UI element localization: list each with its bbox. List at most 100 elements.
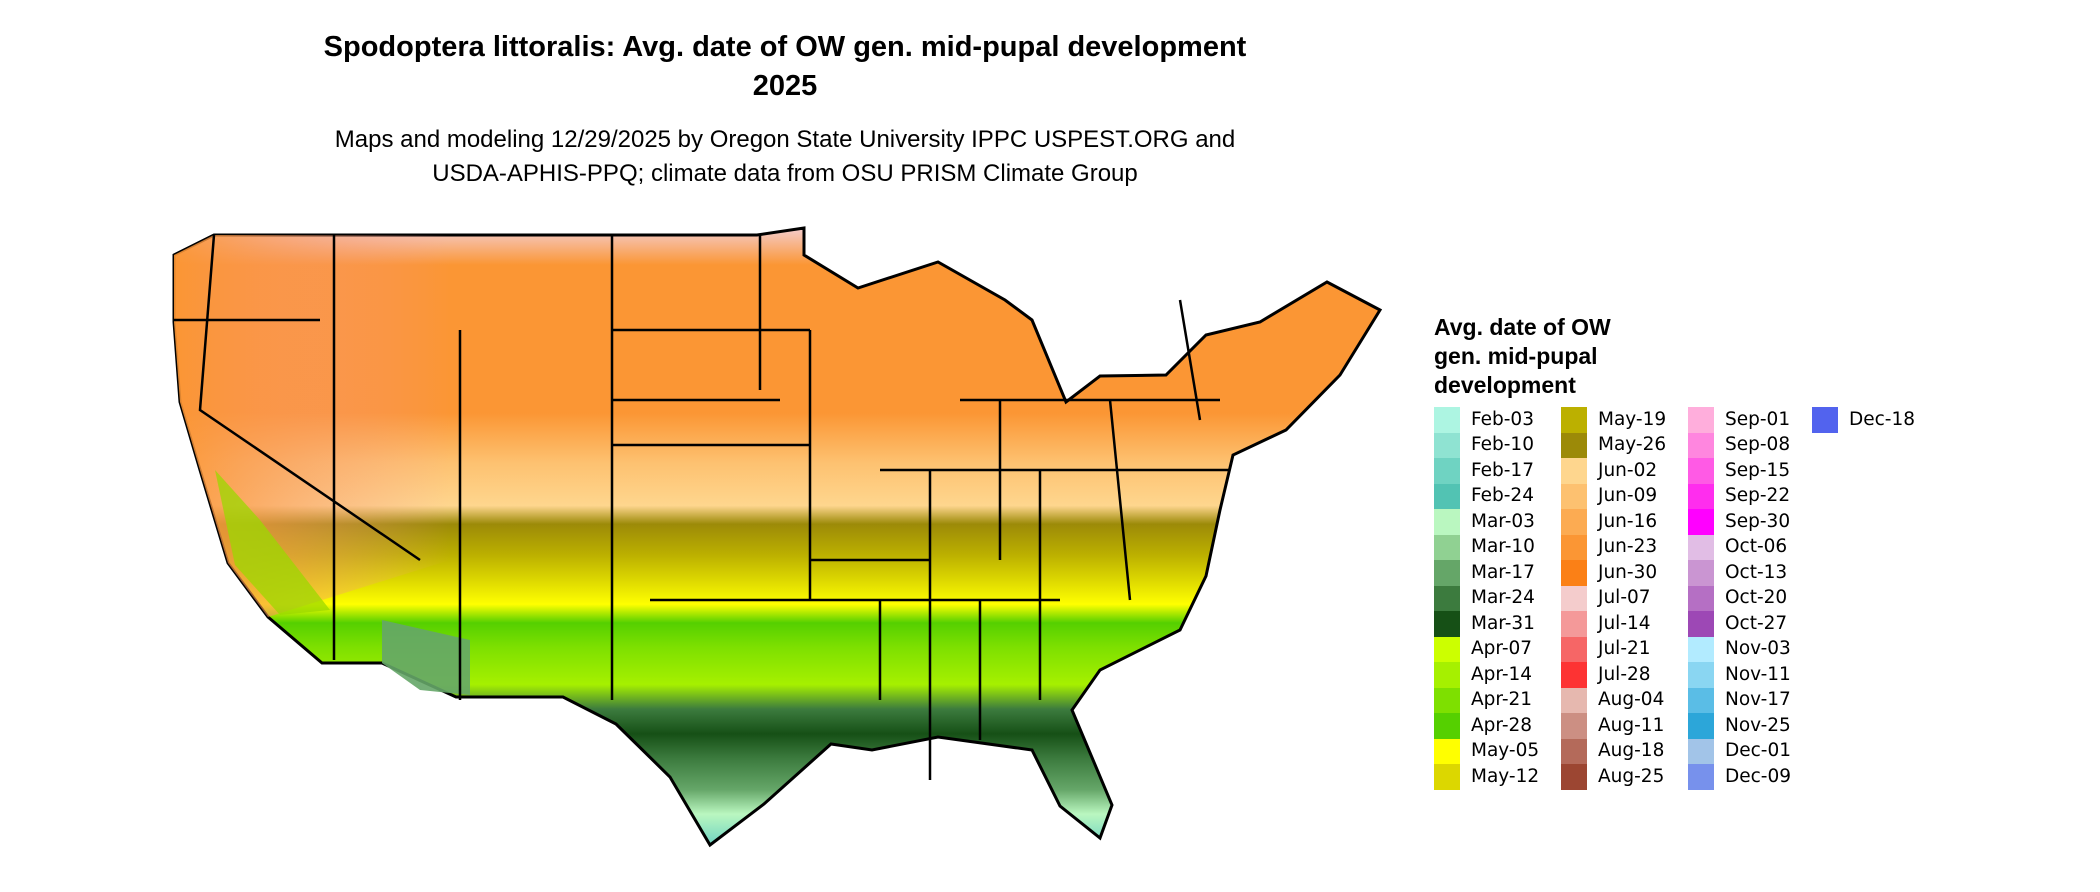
map-title: Spodoptera littoralis: Avg. date of OW g… xyxy=(323,31,1247,63)
legend-label: Oct-20 xyxy=(1725,587,1788,609)
legend-label: Oct-13 xyxy=(1725,561,1788,583)
legend-label: Aug-04 xyxy=(1598,689,1665,711)
legend-item: Oct-13 xyxy=(1688,560,1812,586)
legend-swatch xyxy=(1434,509,1460,535)
legend-label: Dec-01 xyxy=(1725,740,1792,762)
legend-swatch xyxy=(1688,662,1714,688)
legend-swatch xyxy=(1434,432,1460,458)
legend-swatch xyxy=(1688,611,1714,637)
legend-item: Dec-01 xyxy=(1688,738,1812,764)
legend-swatch xyxy=(1434,483,1460,509)
legend-label: Jun-02 xyxy=(1598,459,1658,481)
legend-item: Apr-07 xyxy=(1434,636,1558,662)
legend-label: Feb-24 xyxy=(1471,485,1534,507)
legend-item: Feb-24 xyxy=(1434,483,1558,509)
legend-item: Mar-10 xyxy=(1434,534,1558,560)
legend-label: Sep-22 xyxy=(1725,485,1791,507)
legend-item: Feb-17 xyxy=(1434,458,1558,484)
legend-label: Sep-30 xyxy=(1725,510,1791,532)
legend-label: Apr-28 xyxy=(1471,714,1533,736)
legend: Feb-03 Feb-10 Feb-17 Feb-24 Mar-03 Mar-10 Mar-… xyxy=(1434,407,2054,797)
legend-title-line: Avg. date of OW xyxy=(1434,314,1611,340)
legend-item: Apr-14 xyxy=(1434,662,1558,688)
legend-swatch xyxy=(1561,458,1587,484)
legend-label: Jun-16 xyxy=(1598,510,1658,532)
legend-label: May-12 xyxy=(1471,765,1540,787)
legend-swatch xyxy=(1434,738,1460,764)
legend-label: May-19 xyxy=(1598,408,1667,430)
legend-swatch xyxy=(1434,560,1460,586)
legend-item: Jun-23 xyxy=(1561,534,1685,560)
legend-swatch xyxy=(1561,483,1587,509)
legend-swatch xyxy=(1688,432,1714,458)
legend-swatch xyxy=(1688,560,1714,586)
legend-item: Apr-28 xyxy=(1434,713,1558,739)
legend-swatch xyxy=(1434,687,1460,713)
legend-item: Oct-27 xyxy=(1688,611,1812,637)
map-subtitle-line2: USDA-APHIS-PPQ; climate data from OSU PR… xyxy=(432,160,1138,187)
legend-label: Mar-03 xyxy=(1471,510,1535,532)
legend-title: Avg. date of OW gen. mid-pupal developme… xyxy=(1434,313,1694,400)
legend-label: Oct-27 xyxy=(1725,612,1788,634)
legend-swatch xyxy=(1561,407,1587,433)
legend-item: Jul-21 xyxy=(1561,636,1685,662)
legend-label: Feb-03 xyxy=(1471,408,1534,430)
legend-title-line: gen. mid-pupal xyxy=(1434,343,1598,369)
legend-swatch xyxy=(1561,713,1587,739)
legend-label: Nov-17 xyxy=(1725,689,1791,711)
legend-swatch xyxy=(1434,585,1460,611)
legend-item: Sep-22 xyxy=(1688,483,1812,509)
legend-swatch xyxy=(1688,687,1714,713)
legend-swatch xyxy=(1688,458,1714,484)
legend-item: May-05 xyxy=(1434,738,1558,764)
legend-swatch xyxy=(1434,662,1460,688)
legend-label: Apr-21 xyxy=(1471,689,1533,711)
legend-label: Aug-11 xyxy=(1598,714,1665,736)
map-subtitle-line1: Maps and modeling 12/29/2025 by Oregon S… xyxy=(334,126,1236,153)
legend-swatch xyxy=(1688,407,1714,433)
legend-label: Sep-15 xyxy=(1725,459,1791,481)
legend-swatch xyxy=(1434,407,1460,433)
legend-label: Mar-17 xyxy=(1471,561,1535,583)
legend-item: Apr-21 xyxy=(1434,687,1558,713)
legend-label: Feb-10 xyxy=(1471,434,1534,456)
legend-label: May-05 xyxy=(1471,740,1540,762)
legend-item: Mar-31 xyxy=(1434,611,1558,637)
legend-label: Nov-03 xyxy=(1725,638,1791,660)
legend-item: May-19 xyxy=(1561,407,1685,433)
legend-item: Nov-11 xyxy=(1688,662,1812,688)
legend-label: Sep-08 xyxy=(1725,434,1791,456)
legend-swatch xyxy=(1561,738,1587,764)
legend-item: Dec-18 xyxy=(1812,407,1936,433)
legend-item: May-12 xyxy=(1434,764,1558,790)
legend-item: Jul-14 xyxy=(1561,611,1685,637)
legend-title-line: development xyxy=(1434,372,1576,398)
legend-swatch xyxy=(1434,713,1460,739)
legend-label: Apr-07 xyxy=(1471,638,1533,660)
legend-item: Jun-16 xyxy=(1561,509,1685,535)
legend-item: Jun-02 xyxy=(1561,458,1685,484)
legend-item: Sep-30 xyxy=(1688,509,1812,535)
legend-swatch xyxy=(1561,585,1587,611)
map-fill xyxy=(172,226,1383,848)
legend-label: Apr-14 xyxy=(1471,663,1533,685)
legend-item: Aug-04 xyxy=(1561,687,1685,713)
legend-label: Aug-25 xyxy=(1598,765,1665,787)
legend-item: Aug-11 xyxy=(1561,713,1685,739)
legend-item: Aug-25 xyxy=(1561,764,1685,790)
legend-swatch xyxy=(1561,687,1587,713)
legend-label: Dec-09 xyxy=(1725,765,1792,787)
legend-label: Jul-07 xyxy=(1598,587,1651,609)
legend-item: May-26 xyxy=(1561,432,1685,458)
legend-swatch xyxy=(1434,534,1460,560)
legend-label: Aug-18 xyxy=(1598,740,1665,762)
legend-swatch xyxy=(1561,534,1587,560)
legend-item: Jun-30 xyxy=(1561,560,1685,586)
legend-swatch xyxy=(1434,458,1460,484)
map-title-year: 2025 xyxy=(752,70,818,102)
legend-item: Nov-17 xyxy=(1688,687,1812,713)
legend-item: Oct-20 xyxy=(1688,585,1812,611)
legend-label: Mar-24 xyxy=(1471,587,1535,609)
legend-item: Sep-08 xyxy=(1688,432,1812,458)
legend-swatch xyxy=(1561,432,1587,458)
